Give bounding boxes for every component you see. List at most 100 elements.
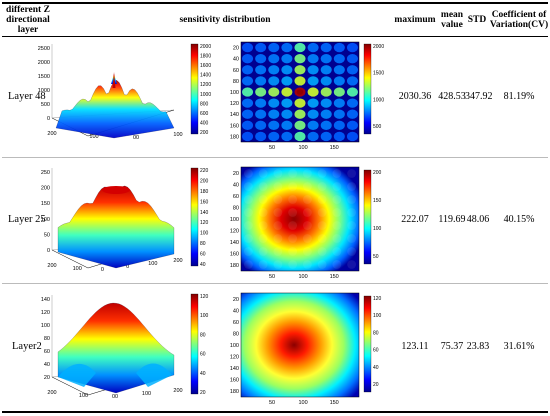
heatmap-y-tick: 100: [230, 217, 239, 223]
row-maximum: 222.07: [401, 214, 429, 225]
heatmap-x-tick: 50: [269, 274, 275, 280]
heatmap-blob: [307, 120, 319, 130]
heatmap-cell-highlight: [347, 195, 357, 204]
heatmap-blob: [333, 131, 345, 142]
heatmap-blob: [346, 54, 358, 64]
heatmap-colorbar-tick: 40: [373, 365, 379, 371]
heatmap-y-tick: 120: [230, 355, 239, 361]
heatmap-colorbar-tick: 1000: [373, 97, 384, 103]
heatmap-blob: [333, 98, 345, 108]
surface-floor-tick: 100: [148, 261, 157, 267]
surface-z-tick: 100: [41, 323, 50, 329]
heatmap-blob: [333, 42, 345, 53]
surface-wing: [58, 363, 96, 387]
heatmap-cell-highlight: [317, 169, 327, 178]
heatmap-blob: [281, 120, 293, 130]
surface-colorbar-tick: 160: [200, 199, 209, 205]
surface-colorbar-tick: 1200: [200, 82, 211, 88]
heatmap-field: [241, 167, 359, 271]
heatmap-colorbar-tick: 100: [373, 226, 382, 232]
heatmap-cell-highlight: [243, 260, 253, 269]
heatmap-blob: [281, 87, 293, 97]
heatmap-colorbar-tick: 50: [373, 254, 379, 260]
heatmap-cell-highlight: [273, 234, 283, 243]
surface-colorbar: [190, 293, 199, 395]
heatmap-y-tick: 140: [230, 366, 239, 372]
heatmap-cell-highlight: [317, 260, 327, 269]
heatmap-x-tick: 50: [269, 145, 275, 151]
heatmap-blob: [242, 65, 254, 75]
heatmap-cell-highlight: [258, 247, 268, 256]
surface-plateau: [102, 186, 130, 194]
heatmap-cell-highlight: [302, 169, 312, 178]
heatmap-cell-highlight: [347, 247, 357, 256]
heatmap-blob: [242, 87, 254, 97]
heatmap-cell-highlight: [332, 234, 342, 243]
surface-colorbar-tick: 120: [200, 294, 209, 300]
surface-colorbar-tick: 40: [200, 262, 206, 268]
heatmap-y-tick: 40: [233, 182, 239, 188]
heatmap-cell-highlight: [243, 247, 253, 256]
heatmap-cell-highlight: [273, 260, 283, 269]
heatmap-cell-highlight: [273, 208, 283, 217]
heatmap-cell-highlight: [302, 221, 312, 230]
surface-colorbar: [190, 43, 199, 135]
surface-z-tick: 40: [44, 362, 50, 368]
heatmap-y-tick: 60: [233, 194, 239, 200]
heatmap-cell-highlight: [288, 234, 298, 243]
row-std: 23.83: [466, 341, 490, 352]
surface-colorbar-tick: 100: [200, 231, 209, 237]
heatmap-blob: [333, 65, 345, 75]
heatmap-blob: [307, 109, 319, 119]
surface-floor-tick: 0: [126, 264, 129, 270]
heatmap-cell-highlight: [288, 195, 298, 204]
heatmap-colorbar: [363, 295, 372, 393]
heatmap-blob: [268, 131, 280, 142]
surface-colorbar-tick: 800: [200, 101, 209, 107]
heatmap-blob: [268, 120, 280, 130]
heatmap-cell-highlight: [288, 182, 298, 191]
heatmap-blob: [346, 65, 358, 75]
surface-colorbar-tick: 80: [200, 241, 206, 247]
surface-floor-tick: 00: [112, 394, 118, 400]
heatmap-y-tick: 120: [230, 229, 239, 235]
heatmap-blob: [242, 120, 254, 130]
heatmap-cell-highlight: [332, 169, 342, 178]
heatmap-y-tick: 80: [233, 205, 239, 211]
heatmap-colorbar-tick: 500: [373, 124, 382, 130]
heatmap-blob: [255, 87, 267, 97]
heatmap-colorbar-tick: 2000: [373, 44, 384, 50]
header-cv-line: Variation(CV): [489, 20, 549, 30]
heatmap-cell-highlight: [288, 221, 298, 230]
surface-floor-tick: 200: [173, 388, 182, 394]
heatmap-blob: [320, 87, 332, 97]
heatmap-blob: [268, 65, 280, 75]
heatmap-x-tick: 150: [330, 274, 339, 280]
header-mean: mean value: [437, 10, 467, 30]
heatmap-blob: [242, 54, 254, 64]
heatmap-y-tick: 100: [230, 90, 239, 96]
heatmap-cell-highlight: [243, 182, 253, 191]
heatmap-y-tick: 20: [233, 46, 239, 52]
heatmap-blob: [255, 65, 267, 75]
surface-z-tick: 200: [41, 186, 50, 192]
heatmap-blob: [281, 109, 293, 119]
heatmap-blob: [333, 76, 345, 86]
row-mean: 428.53: [438, 91, 466, 102]
surface-z-tick: 250: [41, 170, 50, 176]
heatmap-blob: [255, 98, 267, 108]
heatmap-colorbar-tick: 80: [373, 330, 379, 336]
heatmap-blob: [268, 76, 280, 86]
surface-z-tick: 0: [47, 248, 50, 254]
surface-colorbar-tick: 1600: [200, 63, 211, 69]
heatmap-blob: [346, 42, 358, 53]
heatmap-cell-highlight: [243, 234, 253, 243]
heatmap-colorbar-tick: 120: [373, 296, 382, 302]
heatmap-blob: [307, 42, 319, 53]
row-divider: [2, 283, 548, 284]
surface-floor-tick: 200: [47, 131, 56, 137]
surface-z-tick: 60: [44, 349, 50, 355]
heatmap-x-tick: 150: [330, 400, 339, 406]
header-mean-line: mean: [440, 10, 464, 20]
